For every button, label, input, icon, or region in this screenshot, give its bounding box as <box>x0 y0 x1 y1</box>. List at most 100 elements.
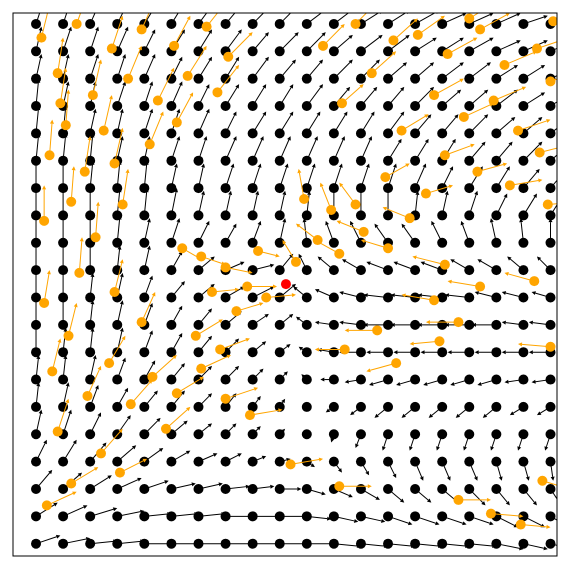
arrow-shaft <box>143 221 150 243</box>
arrow <box>450 379 470 386</box>
arrow-head <box>318 59 324 64</box>
arrow-shaft <box>550 154 557 162</box>
arrow <box>170 188 179 216</box>
arrow <box>523 168 540 189</box>
arrow <box>496 116 516 134</box>
arrow-shaft <box>141 295 154 323</box>
arrow-shaft <box>279 346 288 353</box>
arrow <box>417 15 445 36</box>
arrow <box>544 434 551 451</box>
arrow-head <box>185 450 191 455</box>
arrow-head <box>65 398 70 404</box>
arrow-head <box>348 59 353 64</box>
arrow <box>143 188 149 216</box>
arrow <box>61 188 66 216</box>
arrow-shaft <box>252 343 264 353</box>
arrow <box>297 168 305 200</box>
arrow <box>447 37 478 55</box>
arrow <box>493 86 527 101</box>
arrow <box>89 354 97 380</box>
arrow-head <box>344 379 349 384</box>
arrow-head <box>401 223 406 229</box>
arrow <box>468 114 489 134</box>
arrow <box>34 188 39 216</box>
arrow-head <box>275 514 280 519</box>
arrow-head <box>124 26 129 32</box>
arrow-shaft <box>441 116 457 134</box>
arrow-shaft <box>387 114 403 134</box>
arrow-head <box>330 438 335 443</box>
arrow <box>62 505 88 517</box>
arrow-head <box>370 111 375 116</box>
arrow-head <box>438 544 443 549</box>
arrow-shaft <box>252 34 267 52</box>
arrow <box>539 147 557 153</box>
arrow-shaft <box>143 192 148 216</box>
arrow <box>468 461 478 481</box>
arrow-head <box>531 379 536 384</box>
arrow <box>195 319 223 337</box>
arrow-head <box>489 103 494 107</box>
arrow-head <box>108 95 113 100</box>
arrow <box>396 379 416 386</box>
arrow <box>279 428 286 435</box>
arrow-shaft <box>152 357 175 378</box>
arrow <box>225 514 253 519</box>
arrow-head <box>176 108 181 114</box>
arrow <box>401 406 416 418</box>
arrow-shaft <box>51 342 60 372</box>
arrow <box>550 127 557 134</box>
arrow <box>34 297 39 325</box>
arrow-shaft <box>360 36 380 52</box>
arrow <box>252 426 261 435</box>
arrow <box>463 103 494 118</box>
arrow-head <box>73 302 78 308</box>
arrow <box>490 513 524 518</box>
arrow-head <box>264 32 269 37</box>
arrow-head <box>518 342 523 347</box>
arrow <box>441 190 449 216</box>
arrow-shaft <box>279 114 292 134</box>
arrow-shaft <box>116 418 129 435</box>
point <box>123 73 134 84</box>
arrow <box>339 320 362 326</box>
arrow <box>227 32 253 58</box>
arrow-shaft <box>78 241 83 273</box>
arrow-head <box>536 411 542 416</box>
arrow-shaft <box>413 340 440 345</box>
arrow-head <box>477 259 482 263</box>
arrow-head <box>375 59 380 64</box>
arrow-shaft <box>481 379 497 385</box>
arrow-head <box>314 347 319 352</box>
arrow <box>531 291 551 298</box>
arrow <box>266 293 296 298</box>
arrow <box>143 390 158 408</box>
arrow-head <box>151 54 156 59</box>
arrow-head <box>447 279 452 284</box>
arrow-shaft <box>296 288 308 298</box>
arrow-head <box>201 190 205 196</box>
arrow <box>339 291 362 298</box>
arrow-head <box>248 514 253 519</box>
arrow-shaft <box>279 62 294 79</box>
arrow-shaft <box>431 406 443 416</box>
arrow-head <box>125 168 130 174</box>
arrow-shaft <box>171 483 192 490</box>
arrow-shaft <box>547 203 557 205</box>
arrow-head <box>264 313 269 318</box>
arrow <box>170 333 183 353</box>
arrow-head <box>297 486 302 491</box>
arrow <box>393 18 418 41</box>
arrow-shaft <box>321 186 332 211</box>
arrow-head <box>259 368 264 373</box>
arrow-head <box>390 293 395 298</box>
arrow-head <box>87 136 92 141</box>
arrow-shaft <box>550 515 557 521</box>
arrow <box>201 255 226 266</box>
arrow <box>550 47 557 52</box>
arrow-shaft <box>343 292 362 298</box>
plot-frame <box>12 12 558 557</box>
arrow-head <box>320 377 325 382</box>
arrow-head <box>302 541 307 546</box>
arrow-head <box>248 270 253 275</box>
